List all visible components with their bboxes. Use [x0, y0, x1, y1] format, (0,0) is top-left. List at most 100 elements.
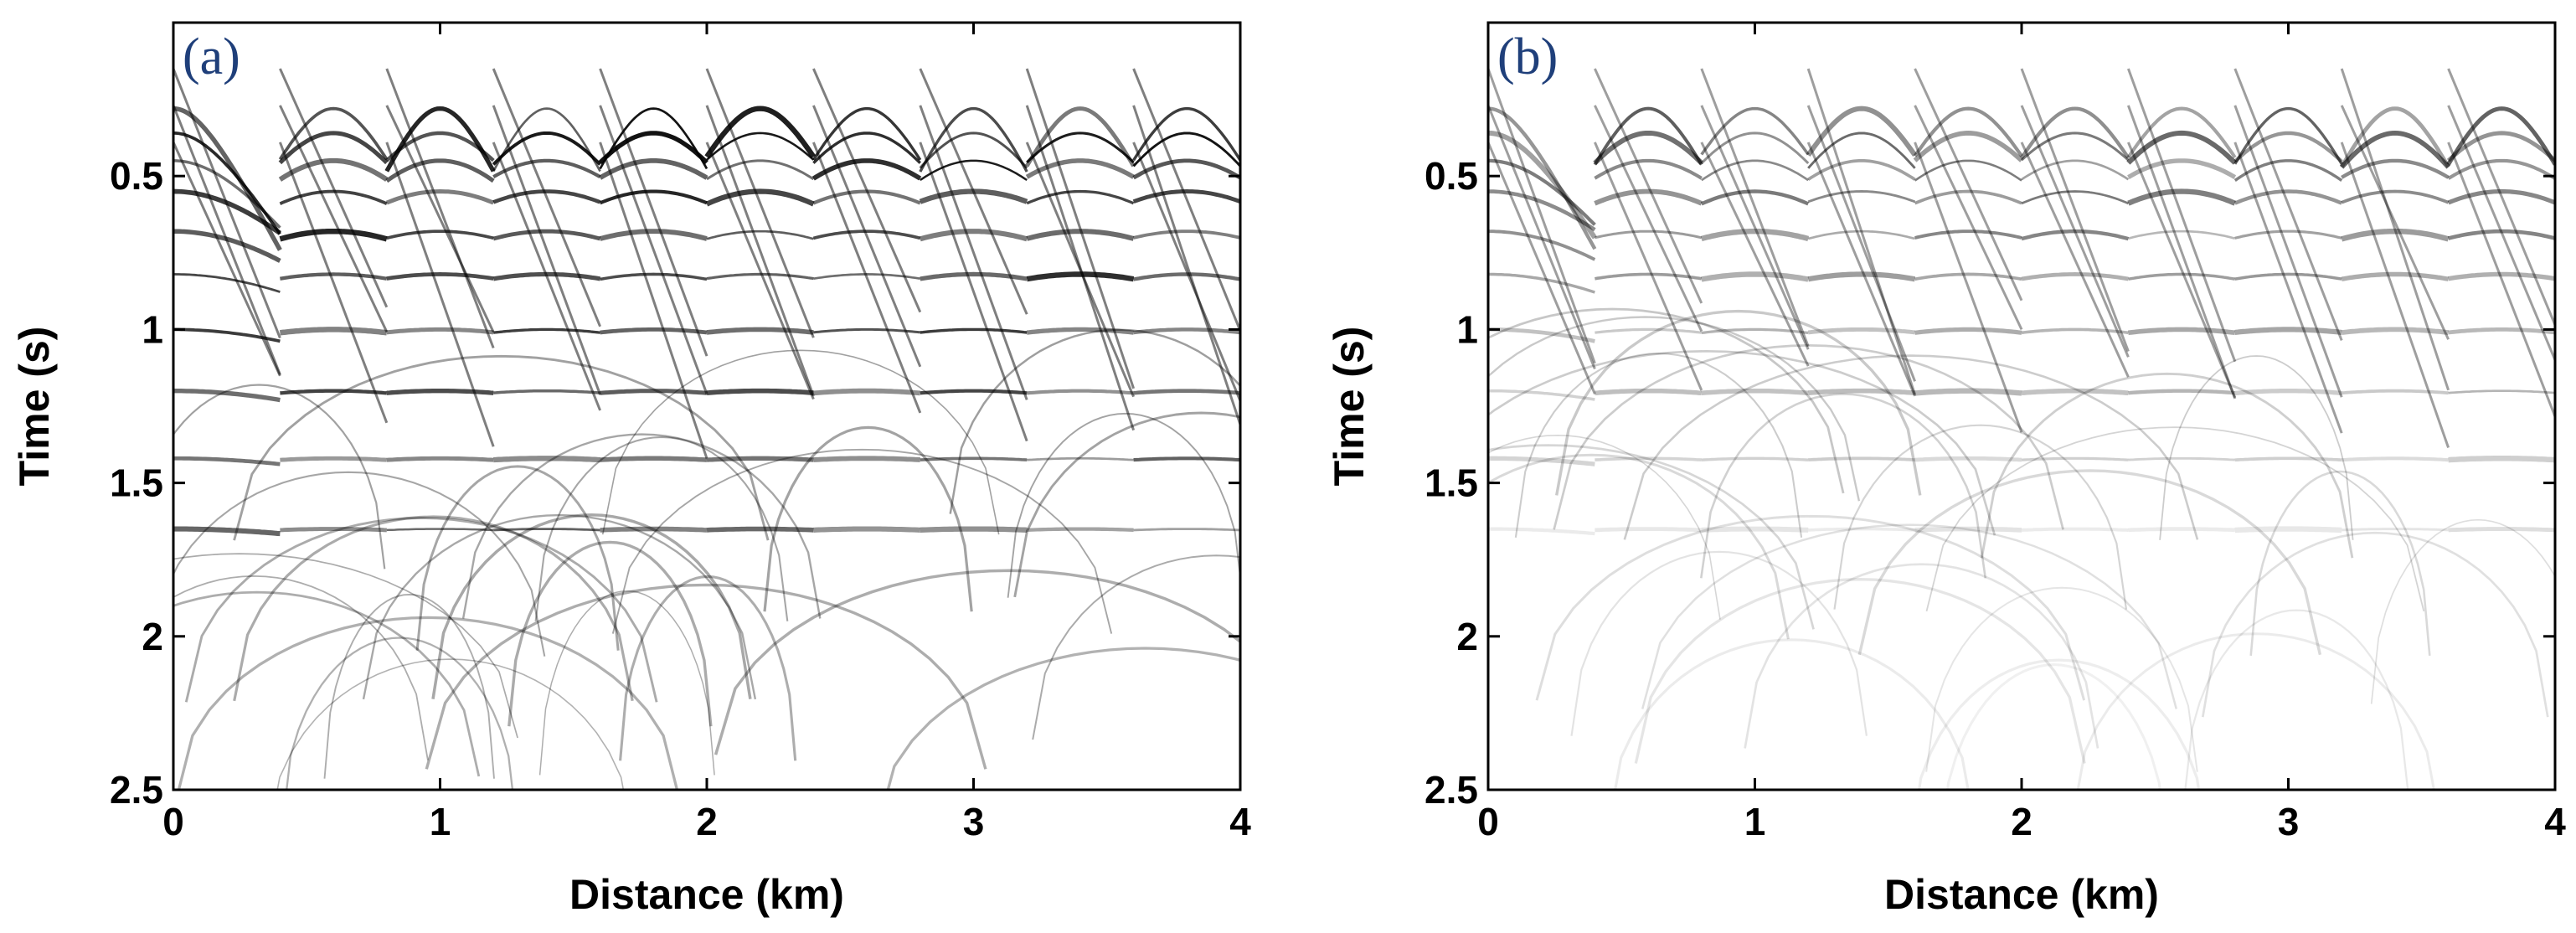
reflection-event: [706, 229, 814, 240]
direct-arrival: [279, 105, 389, 332]
multiple-arc: [323, 593, 495, 779]
direct-arrival: [1025, 68, 1136, 389]
reflection-event: [1488, 272, 1595, 294]
multiple-arc: [173, 575, 429, 760]
direct-arrival: [1025, 142, 1135, 398]
reflection-event: [2126, 106, 2237, 159]
reflection-event: [1595, 456, 1702, 461]
reflection-event: [2128, 456, 2235, 461]
reflection-event: [1914, 159, 2022, 182]
reflection-event: [706, 526, 814, 533]
reflection-event: [1914, 388, 2022, 396]
seismic-events-b: [1488, 68, 2555, 790]
multiple-arc: [1488, 307, 1845, 494]
direct-arrival: [705, 105, 815, 397]
reflection-event: [1701, 271, 1809, 282]
multiple-arc: [1925, 586, 2198, 772]
reflection-event: [706, 327, 814, 335]
reflection-event: [1594, 158, 1703, 180]
reflection-event: [1026, 327, 1134, 335]
reflection-event: [919, 229, 1028, 242]
multiple-arc: [276, 658, 625, 790]
reflection-event: [1808, 456, 1915, 461]
reflection-event: [1488, 456, 1595, 466]
x-tick-label: 1: [430, 800, 451, 843]
reflection-event: [278, 106, 389, 161]
multiple-arc: [173, 590, 481, 777]
direct-arrival: [1594, 105, 1703, 332]
reflection-event: [173, 389, 281, 403]
multiple-arc: [177, 616, 679, 790]
multiple-arc: [1980, 372, 2354, 559]
multiple-arc: [1553, 344, 2064, 530]
reflection-event: [2021, 388, 2129, 396]
x-tick-label: 4: [2544, 800, 2566, 843]
reflection-event: [1701, 456, 1809, 461]
multiple-arc: [2159, 355, 2354, 540]
direct-arrival: [2127, 142, 2237, 399]
reflection-event: [1594, 188, 1703, 206]
reflection-event: [598, 131, 708, 165]
direct-arrival: [919, 68, 1028, 315]
panel-b: 0 1 2 3 4 0.5 1 1.5 2 2.5 (b) Distance (km) Time…: [1326, 21, 2566, 918]
direct-arrival: [173, 105, 281, 375]
multiple-arc: [611, 448, 1113, 634]
multiple-arc: [1623, 354, 2199, 540]
x-axis-label-b: Distance (km): [1884, 871, 2159, 918]
reflection-event: [386, 456, 494, 462]
multiple-arc: [1488, 434, 1721, 620]
multiple-arc: [1614, 638, 1970, 790]
reflection-event: [706, 272, 814, 281]
reflection-event: [2020, 131, 2130, 162]
reflection-event: [599, 107, 708, 170]
direct-arrival: [492, 68, 601, 327]
multiple-arc: [1007, 412, 1240, 598]
reflection-event: [2021, 456, 2129, 461]
reflection-event: [600, 272, 708, 281]
reflection-event: [2021, 229, 2129, 241]
reflection-event: [1807, 190, 1916, 204]
multiple-arc: [1488, 444, 1815, 630]
y-axis-label-a: Time (s): [11, 327, 58, 487]
reflection-event: [919, 106, 1028, 173]
direct-arrival: [1132, 68, 1240, 332]
reflection-event: [2448, 327, 2555, 335]
reflection-event: [812, 229, 921, 240]
direct-arrival: [1488, 68, 1596, 364]
reflection-event: [2448, 527, 2555, 533]
multiple-arc: [1555, 309, 1922, 496]
multiple-arc: [2249, 470, 2431, 657]
reflection-event: [1700, 106, 1810, 156]
reflection-event: [920, 456, 1028, 461]
reflection-event: [386, 327, 494, 335]
reflection-event: [1488, 106, 1597, 250]
direct-arrival: [2340, 105, 2450, 340]
reflection-event: [2342, 528, 2449, 532]
reflection-event: [1133, 528, 1240, 532]
reflection-event: [2446, 131, 2555, 162]
reflection-event: [1132, 189, 1240, 204]
multiple-arc: [1535, 514, 2086, 701]
reflection-event: [600, 526, 708, 533]
reflection-event: [1806, 106, 1918, 157]
reflection-event: [1913, 131, 2023, 162]
multiple-arc: [763, 425, 973, 612]
reflection-event: [280, 456, 387, 462]
multiple-arc: [601, 349, 1000, 535]
reflection-event: [2340, 106, 2450, 168]
multiple-arc: [286, 637, 514, 790]
reflection-event: [2448, 456, 2555, 463]
direct-arrival: [492, 105, 602, 395]
reflection-event: [1025, 158, 1135, 179]
direct-arrival: [1700, 68, 1810, 348]
x-ticks-b: 0 1 2 3 4: [1477, 23, 2566, 843]
x-tick-label: 0: [1477, 800, 1499, 843]
direct-arrival: [173, 68, 281, 339]
y-tick-label: 2: [142, 615, 163, 658]
reflection-event: [2021, 190, 2129, 205]
reflection-event: [1026, 271, 1135, 282]
multiple-arc: [619, 575, 797, 761]
direct-arrival: [812, 68, 922, 313]
multiple-arc: [2184, 609, 2409, 790]
